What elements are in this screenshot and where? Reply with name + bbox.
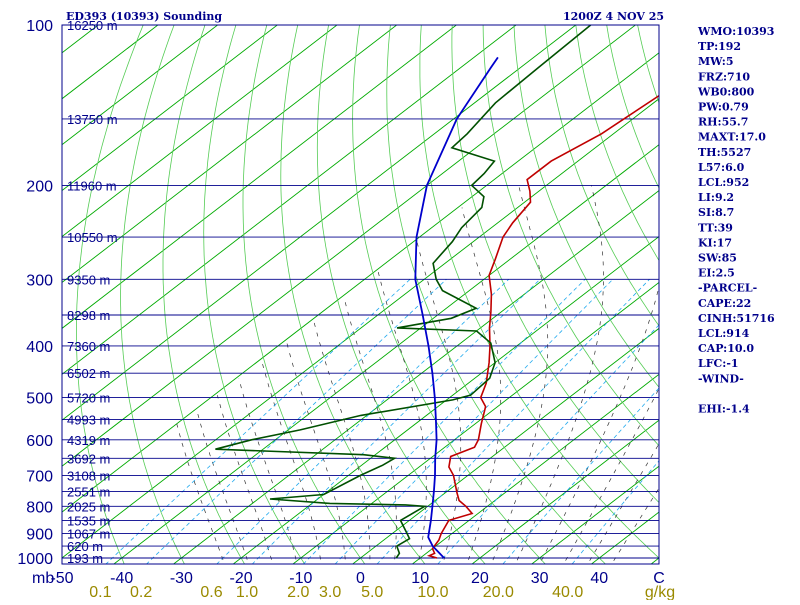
stability-index: TP:192 [698, 40, 741, 53]
height-level-label: 5720 m [67, 391, 110, 406]
height-level-label: 2551 m [67, 484, 110, 499]
height-level-label: 193 m [67, 551, 103, 566]
stability-index: LI:9.2 [698, 191, 734, 204]
height-level-label: 4319 m [67, 433, 110, 448]
height-level-label: 3692 m [67, 451, 110, 466]
stability-index: -WIND- [698, 372, 744, 385]
pressure-tick-label: 700 [26, 468, 53, 485]
pressure-tick-label: 1000 [17, 551, 53, 568]
stability-index: -PARCEL- [698, 282, 757, 295]
pressure-tick-label: 400 [26, 339, 53, 356]
chart-title: ED393 (10393) Sounding [66, 10, 222, 23]
stability-index: CINH:51716 [698, 312, 775, 325]
height-level-label: 6502 m [67, 366, 110, 381]
sounding-time: 1200Z 4 NOV 25 [563, 10, 664, 23]
mixing-ratio-label: 40.0 [552, 584, 583, 600]
height-level-label: 7360 m [67, 339, 110, 354]
stability-index: SI:8.7 [698, 206, 734, 219]
pressure-tick-label: 300 [26, 272, 53, 289]
stability-index: PW:0.79 [698, 101, 749, 114]
stability-index: LCL:952 [698, 176, 749, 189]
mixing-ratio-label: 2.0 [287, 584, 309, 600]
pressure-tick-label: 500 [26, 391, 53, 408]
mixing-ratio-label: 0.1 [89, 584, 111, 600]
mixing-ratio-label: 10.0 [417, 584, 448, 600]
stability-index: TH:5527 [698, 146, 751, 159]
stability-index: MAXT:17.0 [698, 131, 766, 144]
height-level-label: 2025 m [67, 499, 110, 514]
stability-index: KI:17 [698, 236, 732, 249]
stability-index: SW:85 [698, 252, 737, 265]
stability-index: CAPE:22 [698, 297, 751, 310]
mixing-ratio-label: 20.0 [483, 584, 514, 600]
temperature-tick-label: 30 [531, 570, 549, 587]
temperature-tick-label: 40 [590, 570, 608, 587]
temperature-tick-label: -30 [170, 570, 193, 587]
stability-index: WMO:10393 [697, 25, 774, 38]
mixing-ratio-label: 5.0 [361, 584, 383, 600]
stability-index: EI:2.5 [698, 267, 735, 280]
stability-index: MW:5 [698, 55, 734, 68]
stability-index: FRZ:710 [698, 70, 750, 83]
mixing-ratio-label: 0.2 [130, 584, 152, 600]
stability-index: LCL:914 [698, 327, 750, 340]
stability-index: WB0:800 [697, 85, 755, 98]
height-level-label: 10550 m [67, 230, 118, 245]
pressure-tick-label: 200 [26, 178, 53, 195]
height-level-label: 3108 m [67, 468, 110, 483]
stability-index: LFC:-1 [698, 357, 739, 370]
pressure-tick-label: 800 [26, 499, 53, 516]
height-level-label: 11960 m [67, 178, 117, 193]
height-level-label: 4993 m [67, 413, 110, 428]
mixing-ratio-label: 3.0 [319, 584, 341, 600]
temperature-tick-label: -50 [50, 570, 73, 587]
height-level-label: 9350 m [67, 272, 110, 287]
stability-index: EHI:-1.4 [698, 403, 750, 416]
stability-index: RH:55.7 [698, 116, 748, 129]
mixing-ratio-unit: g/kg [645, 584, 675, 600]
pressure-tick-label: 600 [26, 433, 53, 450]
height-level-label: 8298 m [67, 308, 110, 323]
pressure-tick-label: 900 [26, 527, 53, 544]
pressure-tick-label: 100 [26, 18, 53, 35]
stability-index: TT:39 [698, 221, 733, 234]
stability-index: L57:6.0 [698, 161, 745, 174]
mixing-ratio-label: 0.6 [200, 584, 222, 600]
stability-index: CAP:10.0 [698, 342, 754, 355]
height-level-label: 13750 m [67, 112, 118, 127]
mixing-ratio-label: 1.0 [236, 584, 258, 600]
